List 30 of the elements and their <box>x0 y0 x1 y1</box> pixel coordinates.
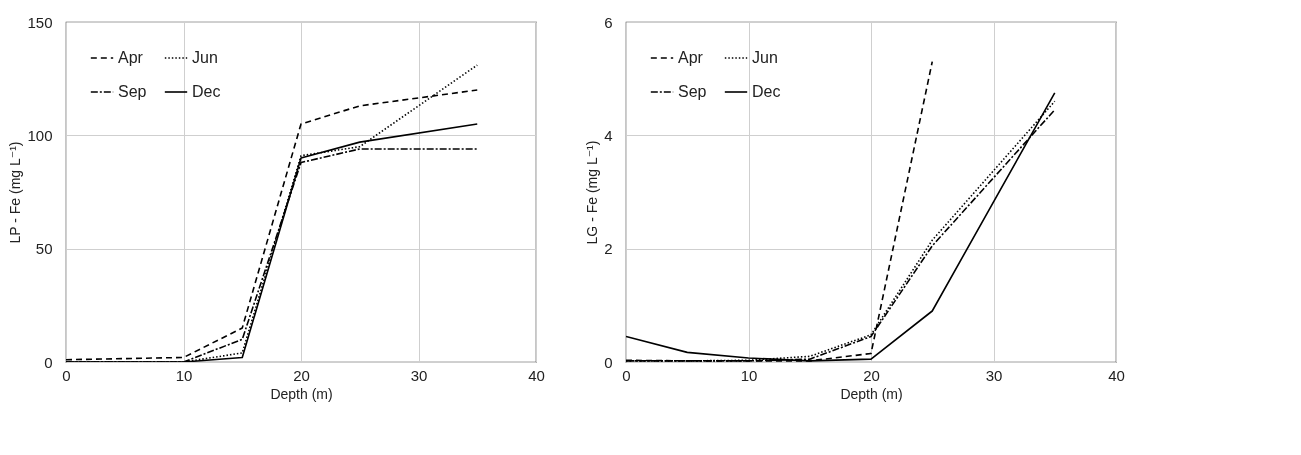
y-tick-label: 6 <box>604 13 613 31</box>
legend-label: Jun <box>192 49 218 66</box>
x-tick-label: 10 <box>175 366 193 384</box>
y-tick-label: 4 <box>604 126 613 144</box>
x-tick-label: 0 <box>622 366 631 384</box>
x-axis-title: Depth (m) <box>840 385 903 402</box>
legend-label: Dec <box>752 83 781 100</box>
x-tick-label: 30 <box>410 366 428 384</box>
y-tick-label: 150 <box>27 13 53 31</box>
legend-label: Jun <box>752 49 778 66</box>
y-tick-label: 100 <box>27 126 53 144</box>
x-tick-label: 40 <box>1108 366 1125 384</box>
legend-label: Sep <box>118 83 147 100</box>
x-tick-label: 30 <box>985 366 1003 384</box>
legend-label: Sep <box>678 83 707 100</box>
y-tick-label: 0 <box>604 353 613 371</box>
y-tick-label: 0 <box>44 353 53 371</box>
y-axis-title: LG - Fe (mg L⁻¹) <box>584 140 601 245</box>
legend-label: Apr <box>118 49 144 66</box>
x-tick-label: 40 <box>528 366 545 384</box>
legend-label: Dec <box>192 83 221 100</box>
x-tick-label: 10 <box>740 366 758 384</box>
x-tick-label: 0 <box>62 366 71 384</box>
y-tick-label: 2 <box>604 240 613 258</box>
y-tick-label: 50 <box>35 240 53 258</box>
x-tick-label: 20 <box>863 366 880 384</box>
x-axis-title: Depth (m) <box>270 385 333 402</box>
y-axis-title: LP - Fe (mg L⁻¹) <box>7 141 24 244</box>
x-tick-label: 20 <box>293 366 310 384</box>
legend-label: Apr <box>678 49 704 66</box>
